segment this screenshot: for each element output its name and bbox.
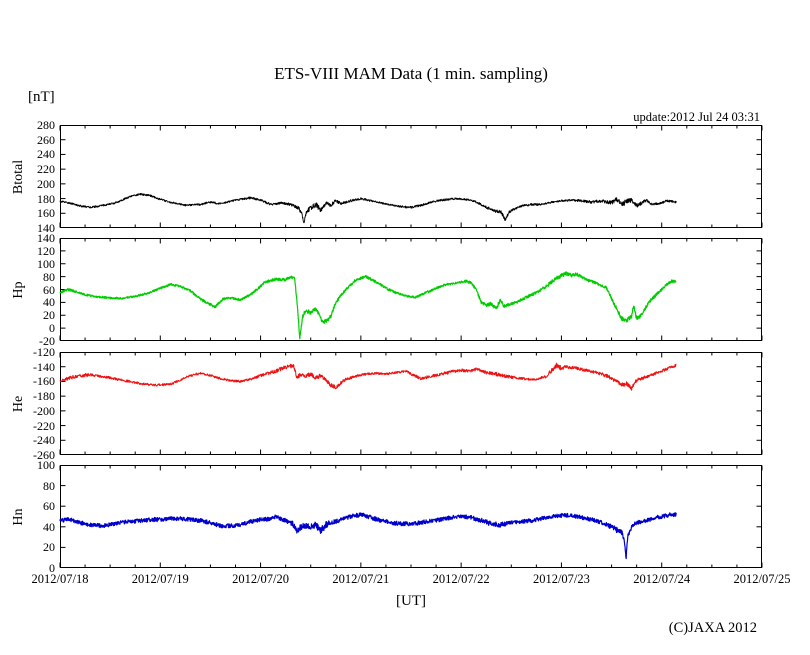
x-tick-label: 2012/07/19 bbox=[131, 572, 189, 586]
subplot-he bbox=[59, 352, 763, 455]
subplot-label-btotal: Btotal bbox=[11, 159, 26, 194]
subplot-label-hp: Hp bbox=[11, 280, 26, 299]
y-tick-label: 180 bbox=[37, 191, 55, 206]
y-tick-label: 80 bbox=[43, 478, 55, 493]
y-tick-label: 140 bbox=[37, 221, 55, 235]
y-tick-label: -180 bbox=[33, 389, 55, 404]
subplot-label-hn: Hn bbox=[11, 507, 26, 526]
series-btotal bbox=[59, 192, 677, 224]
y-tick-label: 160 bbox=[37, 206, 55, 221]
y-tick-label: -140 bbox=[33, 359, 55, 374]
y-tick-label: 60 bbox=[43, 499, 55, 514]
y-tick-label: 260 bbox=[37, 132, 55, 147]
subplot-hn bbox=[59, 465, 763, 568]
y-tick-label: -260 bbox=[33, 448, 55, 462]
plot-border bbox=[60, 125, 762, 228]
y-tick-label: 200 bbox=[37, 176, 55, 191]
y-tick-label: 0 bbox=[49, 561, 55, 575]
y-tick-label: -20 bbox=[39, 334, 55, 348]
x-tick-label: 2012/07/20 bbox=[232, 572, 290, 586]
y-unit-label: [nT] bbox=[28, 89, 55, 105]
y-tick-label: 220 bbox=[37, 162, 55, 177]
update-timestamp: update:2012 Jul 24 03:31 bbox=[633, 110, 760, 124]
series-hn bbox=[59, 512, 677, 560]
y-tick-label: 80 bbox=[43, 269, 55, 284]
x-tick-label: 2012/07/23 bbox=[532, 572, 590, 586]
y-tick-label: 100 bbox=[37, 256, 55, 271]
y-tick-label: -160 bbox=[33, 374, 55, 389]
subplot-hp bbox=[59, 238, 763, 341]
y-tick-label: 120 bbox=[37, 243, 55, 258]
y-tick-label: 20 bbox=[43, 540, 55, 555]
series-hp bbox=[59, 271, 677, 340]
y-tick-label: 60 bbox=[43, 282, 55, 297]
y-tick-label: -240 bbox=[33, 433, 55, 448]
copyright-label: (C)JAXA 2012 bbox=[668, 620, 757, 636]
x-tick-label: 2012/07/25 bbox=[733, 572, 791, 586]
plot-border bbox=[60, 238, 762, 341]
y-tick-label: 240 bbox=[37, 147, 55, 162]
x-tick-label: 2012/07/24 bbox=[633, 572, 691, 586]
x-tick-label: 2012/07/21 bbox=[332, 572, 390, 586]
y-tick-label: -200 bbox=[33, 403, 55, 418]
subplot-label-he: He bbox=[11, 395, 26, 412]
y-tick-label: 40 bbox=[43, 519, 55, 534]
y-tick-label: 40 bbox=[43, 295, 55, 310]
x-axis-label: [UT] bbox=[396, 593, 426, 609]
plot-border bbox=[60, 352, 762, 455]
subplot-btotal bbox=[59, 125, 763, 228]
x-tick-label: 2012/07/22 bbox=[432, 572, 490, 586]
series-he bbox=[59, 362, 677, 391]
y-tick-label: 0 bbox=[49, 321, 55, 336]
y-tick-label: 280 bbox=[37, 118, 55, 132]
y-tick-label: 100 bbox=[37, 458, 55, 472]
chart-title: ETS-VIII MAM Data (1 min. sampling) bbox=[274, 64, 548, 83]
x-tick-label: 2012/07/18 bbox=[31, 572, 89, 586]
y-tick-label: 20 bbox=[43, 308, 55, 323]
y-tick-label: -120 bbox=[33, 345, 55, 359]
y-tick-label: -220 bbox=[33, 418, 55, 433]
y-tick-label: 140 bbox=[37, 231, 55, 245]
